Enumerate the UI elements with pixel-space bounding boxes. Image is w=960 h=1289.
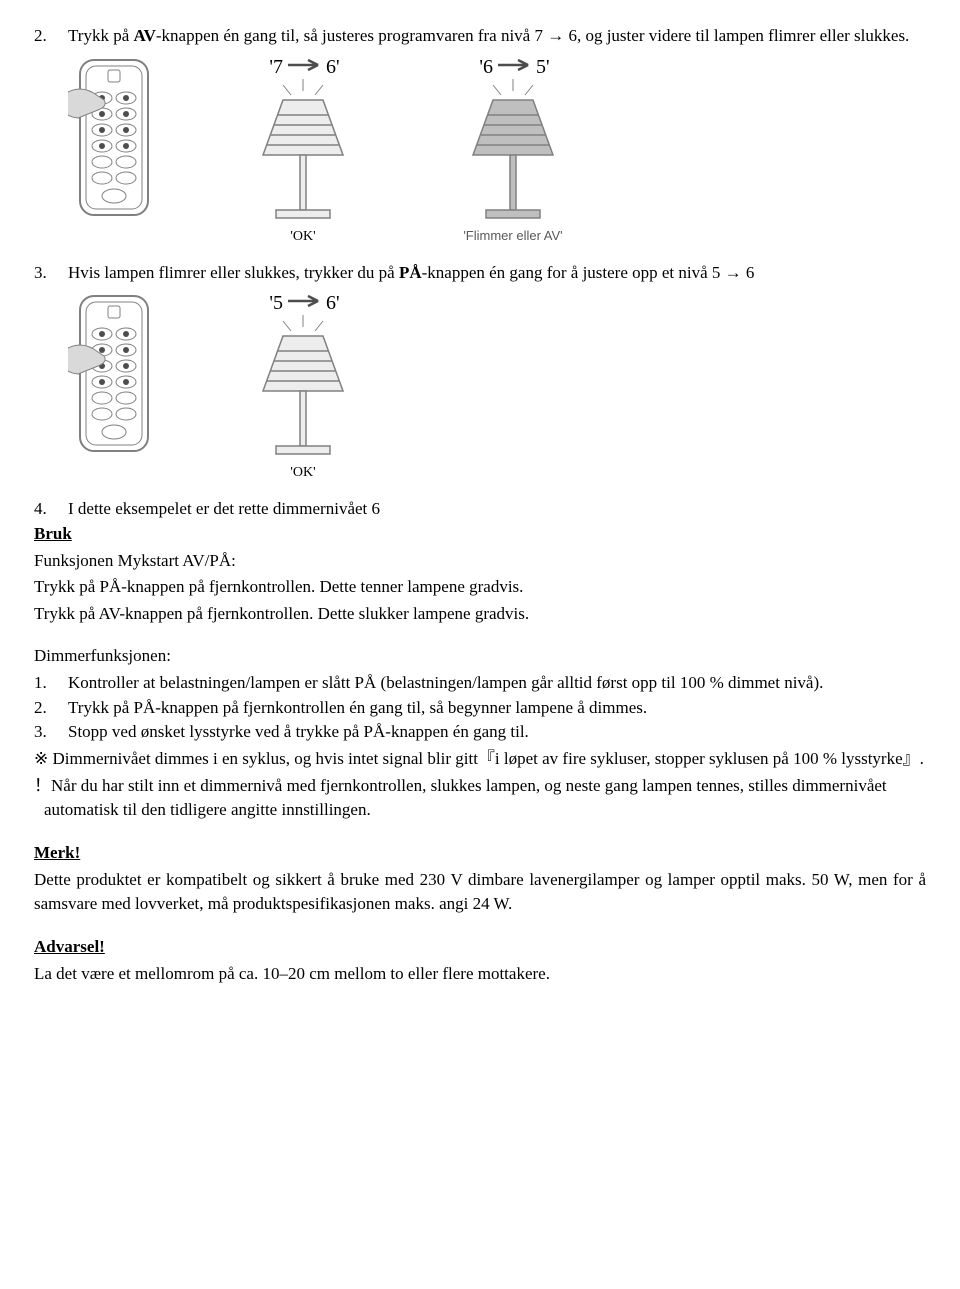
bruk-line2: Trykk på PÅ-knappen på fjernkontrollen. … <box>34 575 926 600</box>
step-4: 4. I dette eksempelet er det rette dimme… <box>34 497 926 522</box>
svg-text:'6: '6 <box>479 56 493 78</box>
merk-heading: Merk! <box>34 843 80 862</box>
step-3-number: 3. <box>34 261 68 286</box>
svg-text:6': 6' <box>326 56 340 78</box>
dimmer-1-num: 1. <box>34 671 68 696</box>
dimmer-item-3: 3. Stopp ved ønsket lysstyrke ved å tryk… <box>34 720 926 745</box>
merk-section: Merk! Dette produktet er kompatibelt og … <box>34 841 926 917</box>
step2-bold: AV <box>134 26 156 45</box>
step3-b: -knappen én gang for å justere opp et ni… <box>422 263 755 282</box>
svg-text:'OK': 'OK' <box>290 229 315 244</box>
bruk-section: Bruk Funksjonen Mykstart AV/PÅ: Trykk på… <box>34 522 926 627</box>
svg-text:'Flimmer eller AV': 'Flimmer eller AV' <box>463 228 562 243</box>
step-3-svg: '5 6' 'OK' <box>68 291 428 491</box>
step-2-number: 2. <box>34 24 68 49</box>
step-4-text: I dette eksempelet er det rette dimmerni… <box>68 497 926 522</box>
merk-text: Dette produktet er kompatibelt og sikker… <box>34 868 926 917</box>
dimmer-3-txt: Stopp ved ønsket lysstyrke ved å trykke … <box>68 720 926 745</box>
dimmer-note1: ※ Dimmernivået dimmes i en syklus, og hv… <box>34 747 926 772</box>
bruk-heading: Bruk <box>34 524 72 543</box>
dimmer-item-1: 1. Kontroller at belastningen/lampen er … <box>34 671 926 696</box>
step3-bold: PÅ <box>399 263 422 282</box>
step2-b: -knappen én gang til, så justeres progra… <box>156 26 909 45</box>
step-2-diagram: '7 6' 'OK' '6 5' <box>68 55 926 255</box>
dimmer-section: Dimmerfunksjonen: 1. Kontroller at belas… <box>34 644 926 822</box>
step-2: 2. Trykk på AV-knappen én gang til, så j… <box>34 24 926 49</box>
step2-a: Trykk på <box>68 26 134 45</box>
svg-text:5': 5' <box>536 56 550 78</box>
step-2-svg: '7 6' 'OK' '6 5' <box>68 55 628 255</box>
dimmer-1-txt: Kontroller at belastningen/lampen er slå… <box>68 671 926 696</box>
step-3-diagram: '5 6' 'OK' <box>68 291 926 491</box>
dimmer-2-num: 2. <box>34 696 68 721</box>
step-4-number: 4. <box>34 497 68 522</box>
step3-a: Hvis lampen flimrer eller slukkes, trykk… <box>68 263 399 282</box>
step-3: 3. Hvis lampen flimrer eller slukkes, tr… <box>34 261 926 286</box>
svg-text:'5: '5 <box>269 292 283 314</box>
step-2-text: Trykk på AV-knappen én gang til, så just… <box>68 24 926 49</box>
svg-text:6': 6' <box>326 292 340 314</box>
advarsel-heading: Advarsel! <box>34 937 105 956</box>
step-3-text: Hvis lampen flimrer eller slukkes, trykk… <box>68 261 926 286</box>
bruk-line3: Trykk på AV-knappen på fjernkontrollen. … <box>34 602 926 627</box>
advarsel-section: Advarsel! La det være et mellomrom på ca… <box>34 935 926 986</box>
dimmer-3-num: 3. <box>34 720 68 745</box>
advarsel-text: La det være et mellomrom på ca. 10–20 cm… <box>34 962 926 987</box>
bruk-line1: Funksjonen Mykstart AV/PÅ: <box>34 549 926 574</box>
svg-text:'7: '7 <box>269 56 283 78</box>
dimmer-note2: ！Når du har stilt inn et dimmernivå med … <box>34 774 926 823</box>
dimmer-2-txt: Trykk på PÅ-knappen på fjernkontrollen é… <box>68 696 926 721</box>
svg-text:'OK': 'OK' <box>290 465 315 480</box>
dimmer-heading: Dimmerfunksjonen: <box>34 644 926 669</box>
dimmer-item-2: 2. Trykk på PÅ-knappen på fjernkontrolle… <box>34 696 926 721</box>
